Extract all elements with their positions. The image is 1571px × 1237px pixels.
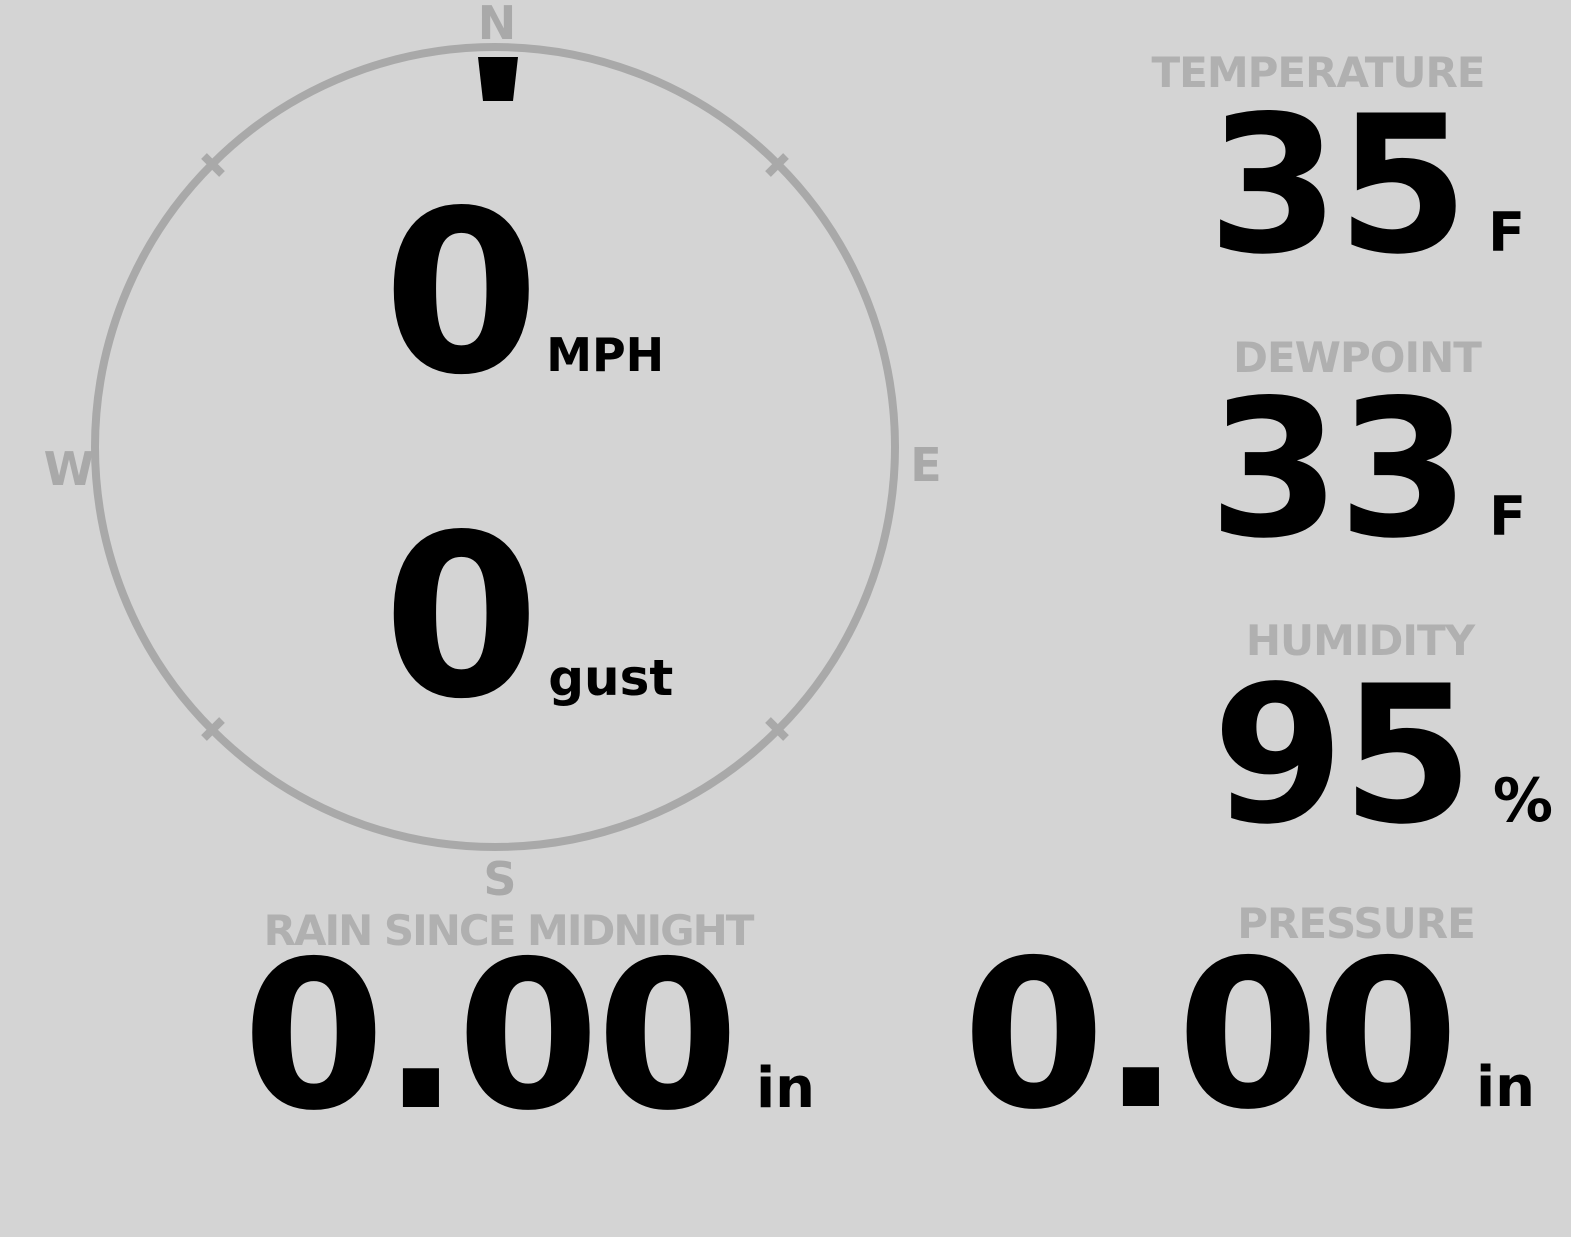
pressure-unit: in (1475, 1055, 1535, 1120)
compass-south-label: S (483, 852, 517, 906)
pressure-value: 0.00 (962, 917, 1459, 1155)
wind-speed-unit: MPH (546, 328, 665, 382)
wind-gust: 0 gust (383, 506, 673, 731)
compass-north-label: N (477, 0, 517, 50)
humidity-reading: 95 % (1212, 661, 1553, 851)
humidity-label: HUMIDITY (1245, 616, 1475, 665)
rain-label: RAIN SINCE MIDNIGHT (263, 906, 755, 955)
compass-tick-se-icon (765, 717, 789, 741)
temperature-label: TEMPERATURE (1151, 48, 1486, 97)
wind-gust-value: 0 (383, 487, 540, 749)
compass-tick-nw-icon (201, 153, 225, 177)
dewpoint-unit: F (1489, 485, 1526, 548)
wind-gust-unit: gust (548, 649, 674, 707)
rain-value: 0.00 (242, 918, 739, 1156)
wind-compass-dial (91, 43, 899, 851)
compass-circle (91, 43, 899, 851)
humidity-value: 95 (1212, 645, 1474, 866)
dewpoint-value: 33 (1208, 359, 1470, 580)
compass-east-label: E (910, 438, 942, 492)
temperature-unit: F (1488, 201, 1525, 264)
compass-tick-ne-icon (765, 153, 789, 177)
wind-speed: 0 MPH (383, 182, 664, 407)
wind-speed-value: 0 (383, 163, 540, 425)
temperature-reading: 35 F (1207, 91, 1525, 281)
wind-direction-marker-icon (478, 57, 518, 101)
pressure-label: PRESSURE (1237, 899, 1476, 948)
rain-unit: in (755, 1056, 815, 1121)
compass-tick-sw-icon (201, 717, 225, 741)
pressure-reading: 0.00 in (962, 934, 1535, 1139)
temperature-value: 35 (1207, 75, 1469, 296)
humidity-unit: % (1492, 766, 1553, 836)
dewpoint-reading: 33 F (1208, 375, 1526, 565)
dewpoint-label: DEWPOINT (1233, 333, 1482, 382)
rain-reading: 0.00 in (242, 935, 815, 1140)
compass-west-label: W (43, 442, 95, 496)
